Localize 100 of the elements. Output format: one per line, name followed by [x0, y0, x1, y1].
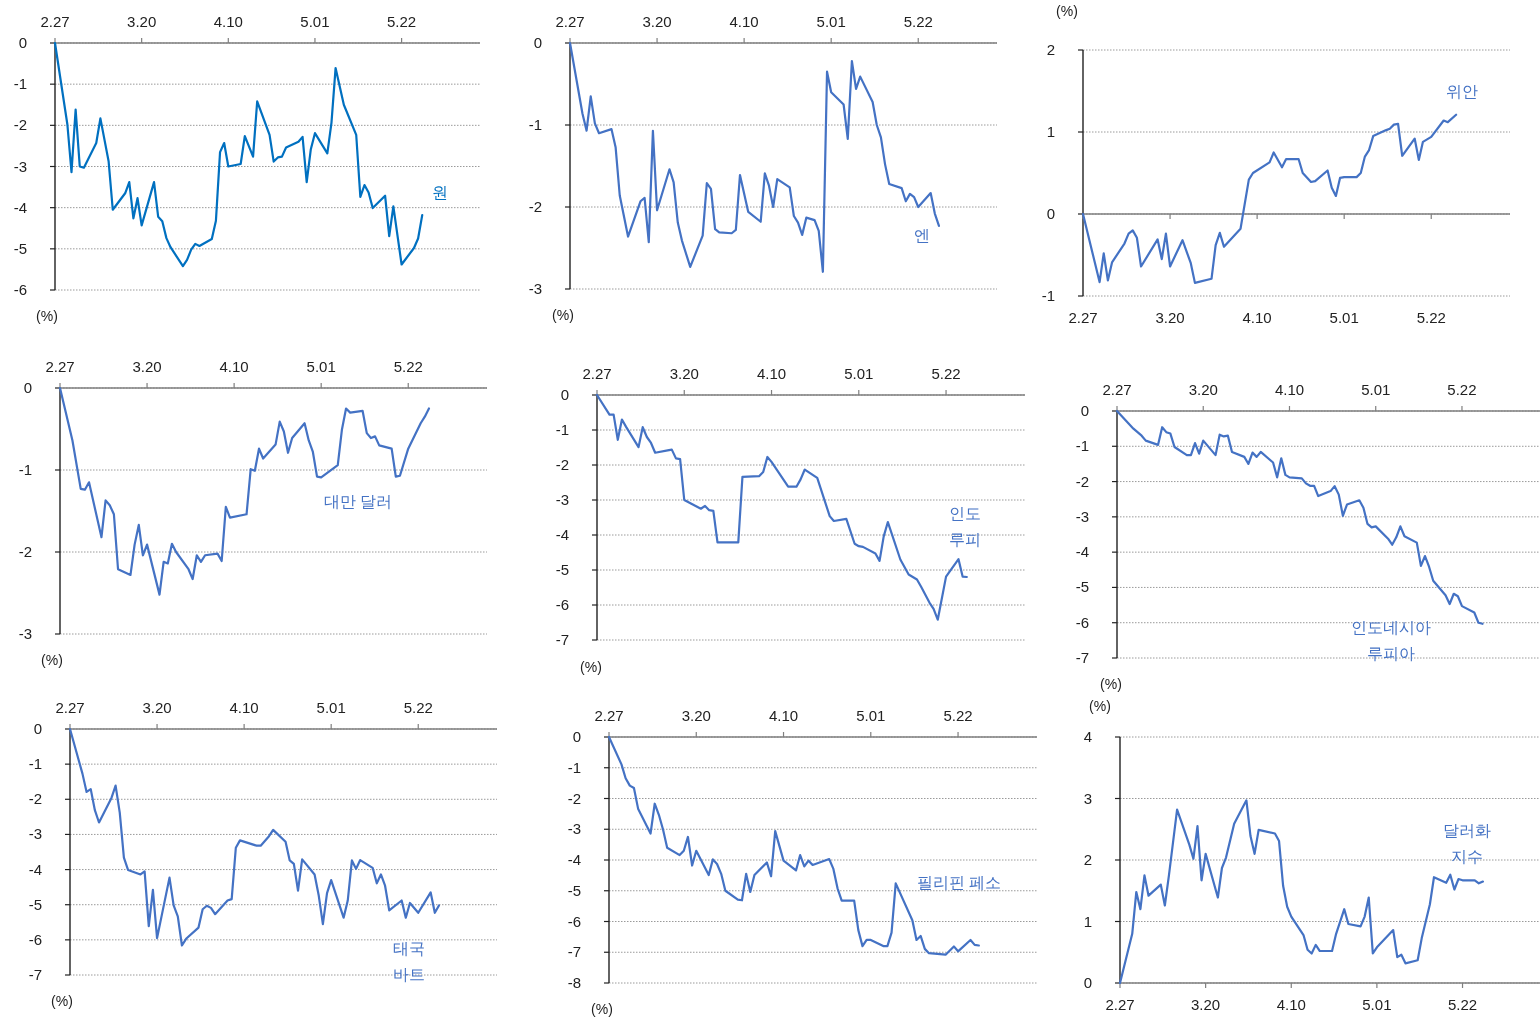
y-tick-label: -3 — [555, 491, 569, 508]
y-tick-label: -7 — [1075, 649, 1089, 666]
x-tick-label: 5.01 — [1361, 381, 1391, 398]
x-tick-label: 4.10 — [1242, 309, 1272, 326]
x-tick-label: 2.27 — [1105, 996, 1135, 1013]
x-tick-label: 3.20 — [669, 365, 699, 382]
x-tick-label: 2.27 — [1102, 381, 1132, 398]
y-tick-label: -1 — [18, 461, 32, 478]
x-tick-label: 2.27 — [55, 699, 85, 716]
y-tick-label: -2 — [528, 198, 542, 215]
x-tick-label: 5.22 — [1416, 309, 1446, 326]
series-label: 인도 루피 — [949, 505, 981, 548]
x-tick-label: 2.27 — [1068, 309, 1098, 326]
y-axis-title: (%) — [580, 659, 602, 675]
series-label: 엔 — [914, 227, 930, 244]
y-tick-label: -5 — [555, 561, 569, 578]
series-label: 위안 — [1446, 83, 1478, 100]
y-tick-label: -1 — [28, 755, 42, 773]
y-tick-label: 2 — [1046, 41, 1055, 58]
x-tick-label: 5.22 — [1447, 996, 1478, 1013]
y-tick-label: 0 — [1046, 205, 1055, 222]
y-tick-label: -8 — [567, 974, 581, 991]
y-tick-label: -5 — [567, 881, 581, 899]
series-label: 태국 바트 — [393, 940, 425, 983]
x-tick-label: 5.22 — [931, 365, 961, 382]
x-tick-label: 5.01 — [306, 358, 336, 375]
x-tick-label: 3.20 — [132, 358, 162, 375]
x-tick-label: 4.10 — [729, 13, 759, 30]
x-tick-label: 5.01 — [816, 13, 846, 30]
y-axis-title: (%) — [36, 308, 58, 324]
y-tick-label: -3 — [18, 625, 32, 642]
y-tick-label: -4 — [28, 860, 42, 878]
y-tick-label: -1 — [1075, 437, 1089, 455]
x-tick-label: 5.01 — [316, 699, 346, 716]
x-tick-label: 5.22 — [1447, 381, 1477, 398]
x-tick-label: 5.01 — [1329, 309, 1359, 326]
x-tick-label: 2.27 — [40, 13, 70, 30]
x-tick-label: 3.20 — [681, 707, 711, 724]
x-tick-label: 5.01 — [1362, 996, 1392, 1013]
y-tick-label: -1 — [567, 758, 581, 776]
x-tick-label: 5.01 — [300, 13, 330, 30]
y-tick-label: -4 — [1075, 543, 1089, 561]
series-label: 대만 달러 — [323, 493, 393, 510]
y-tick-label: 2 — [1083, 851, 1092, 868]
x-tick-label: 4.10 — [213, 13, 243, 30]
x-tick-label: 3.20 — [142, 699, 172, 716]
y-axis-title: (%) — [591, 1001, 613, 1017]
x-tick-label: 3.20 — [127, 13, 157, 30]
x-tick-label: 5.22 — [387, 13, 417, 30]
y-tick-label: 0 — [560, 386, 569, 403]
y-tick-label: -7 — [28, 966, 42, 983]
y-tick-label: -2 — [28, 790, 42, 808]
y-tick-label: -5 — [13, 239, 27, 257]
y-tick-label: 0 — [572, 728, 581, 745]
y-tick-label: 0 — [1083, 974, 1092, 991]
y-tick-label: -1 — [528, 116, 542, 133]
y-tick-label: 4 — [1083, 728, 1092, 745]
x-tick-label: 5.22 — [393, 358, 423, 375]
y-tick-label: 0 — [23, 379, 32, 396]
series-label: 원 — [432, 184, 448, 201]
y-tick-label: 1 — [1046, 123, 1055, 140]
y-tick-label: -7 — [555, 631, 569, 648]
y-tick-label: -2 — [555, 456, 569, 473]
y-tick-label: -3 — [528, 280, 542, 297]
x-tick-label: 5.22 — [403, 699, 433, 716]
y-tick-label: -2 — [1075, 472, 1089, 490]
y-tick-label: 0 — [533, 34, 542, 51]
y-tick-label: -6 — [555, 596, 569, 613]
x-tick-label: 3.20 — [642, 13, 672, 30]
y-tick-label: -2 — [13, 116, 27, 134]
x-tick-label: 4.10 — [219, 358, 249, 375]
y-tick-label: 3 — [1083, 789, 1092, 807]
y-tick-label: -6 — [1075, 613, 1089, 631]
y-axis-title: (%) — [1089, 698, 1111, 714]
series-label: 필리핀 페소 — [916, 874, 1002, 891]
x-tick-label: 4.10 — [756, 365, 787, 382]
y-tick-label: -6 — [567, 912, 581, 930]
y-tick-label: -3 — [567, 820, 581, 838]
x-tick-label: 2.27 — [555, 13, 585, 30]
x-tick-label: 3.20 — [1188, 381, 1218, 398]
y-tick-label: -6 — [28, 930, 42, 948]
x-tick-label: 5.22 — [903, 13, 933, 30]
x-tick-label: 2.27 — [582, 365, 612, 382]
x-tick-label: 2.27 — [594, 707, 624, 724]
y-axis-title: (%) — [1056, 3, 1078, 19]
y-tick-label: -4 — [567, 851, 581, 868]
y-tick-label: -2 — [18, 543, 32, 560]
y-tick-label: 0 — [1080, 402, 1089, 419]
y-axis-title: (%) — [41, 652, 63, 668]
y-tick-label: -7 — [567, 943, 581, 961]
y-tick-label: -5 — [28, 895, 42, 913]
x-tick-label: 4.10 — [768, 707, 799, 724]
y-tick-label: -3 — [13, 157, 27, 175]
y-axis-title: (%) — [1100, 676, 1122, 692]
y-axis-title: (%) — [51, 993, 73, 1009]
y-tick-label: 1 — [1083, 912, 1092, 930]
y-tick-label: 0 — [18, 34, 27, 51]
y-tick-label: -4 — [555, 526, 569, 543]
y-tick-label: -1 — [1041, 287, 1055, 304]
x-tick-label: 3.20 — [1155, 309, 1185, 326]
